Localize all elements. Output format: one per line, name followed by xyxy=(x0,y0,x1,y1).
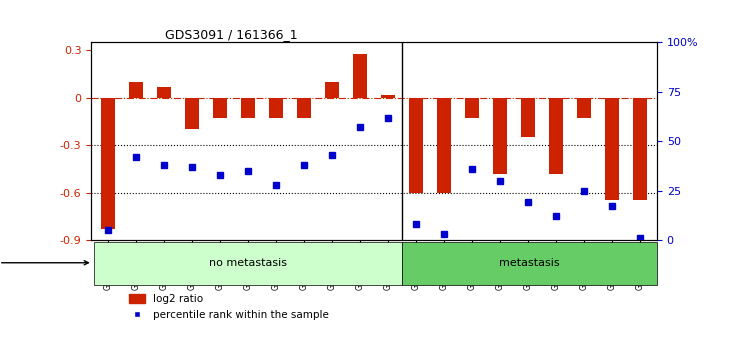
Legend: log2 ratio, percentile rank within the sample: log2 ratio, percentile rank within the s… xyxy=(125,290,333,324)
Text: GDS3091 / 161366_1: GDS3091 / 161366_1 xyxy=(165,28,297,41)
Bar xyxy=(605,98,619,200)
Bar xyxy=(185,98,199,130)
Bar xyxy=(493,98,507,173)
Bar xyxy=(157,87,171,98)
Bar xyxy=(129,82,143,98)
Bar xyxy=(101,98,115,229)
Bar xyxy=(577,98,591,118)
Bar xyxy=(633,98,648,200)
Text: metastasis: metastasis xyxy=(499,258,560,268)
Bar xyxy=(437,98,451,193)
Bar xyxy=(94,242,402,285)
Bar xyxy=(381,95,395,98)
Bar xyxy=(465,98,479,118)
Bar xyxy=(297,98,311,118)
Text: no metastasis: no metastasis xyxy=(209,258,287,268)
Bar xyxy=(549,98,563,173)
Bar xyxy=(521,98,535,137)
Bar xyxy=(269,98,283,118)
Bar xyxy=(213,98,227,118)
Bar xyxy=(409,98,423,193)
Bar xyxy=(353,53,367,98)
Bar xyxy=(325,82,339,98)
Bar xyxy=(241,98,255,118)
Bar xyxy=(402,242,657,285)
Text: disease state: disease state xyxy=(0,258,88,268)
